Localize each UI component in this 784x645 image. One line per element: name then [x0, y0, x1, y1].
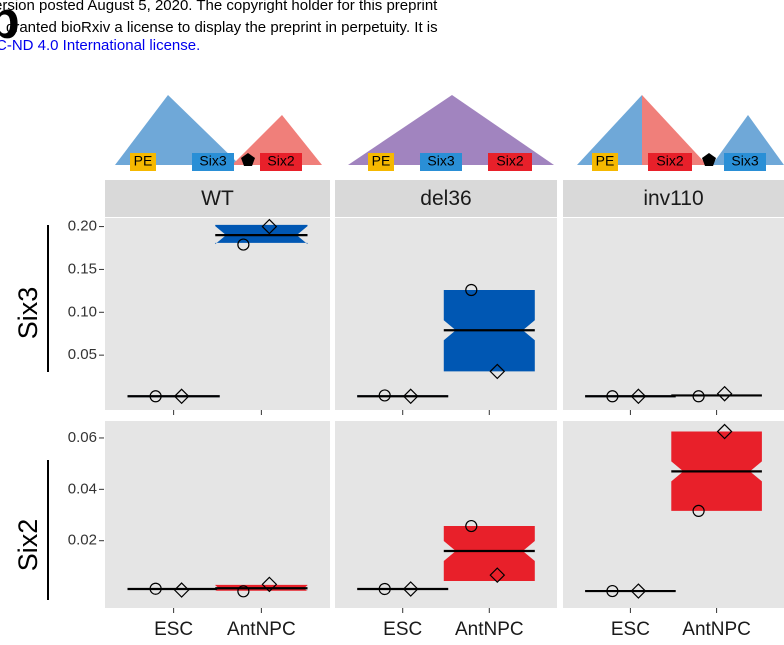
strip-label: WT: [201, 187, 234, 210]
element-label: Six3: [427, 153, 454, 169]
panel-letter: b: [0, 0, 20, 50]
element-label: Six2: [656, 153, 683, 169]
panel: [105, 421, 330, 608]
header-line: ersion posted August 5, 2020. The copyri…: [0, 0, 438, 14]
panel: [105, 218, 330, 410]
y-tick-label: 0.06: [68, 429, 97, 446]
row-label: Six2: [13, 519, 43, 572]
figure: ersion posted August 5, 2020. The copyri…: [0, 0, 784, 645]
element-label: PE: [134, 153, 153, 169]
element-label: Six2: [267, 153, 294, 169]
y-tick-label: 0.05: [68, 346, 97, 363]
y-tick-label: 0.15: [68, 260, 97, 277]
x-tick-label: ESC: [154, 619, 193, 640]
panel: [563, 218, 784, 410]
strip-label: inv110: [643, 187, 703, 210]
header-line: C-ND 4.0 International license.: [0, 37, 200, 54]
x-tick-label: AntNPC: [227, 619, 296, 640]
element-label: Six3: [199, 153, 226, 169]
y-tick-label: 0.02: [68, 532, 97, 549]
row-label: Six3: [13, 287, 43, 340]
header-line: granted bioRxiv a license to display the…: [6, 19, 438, 36]
y-tick-label: 0.20: [68, 218, 97, 235]
y-tick-label: 0.04: [68, 480, 97, 497]
y-tick-label: 0.10: [68, 303, 97, 320]
box: [444, 526, 535, 581]
element-label: Six3: [731, 153, 758, 169]
element-label: PE: [372, 153, 391, 169]
x-tick-label: AntNPC: [455, 619, 524, 640]
strip-label: del36: [420, 187, 471, 210]
element-label: PE: [596, 153, 615, 169]
x-tick-label: ESC: [611, 619, 650, 640]
page: {"header": {"lines": ["ersion posted Aug…: [0, 0, 784, 645]
x-tick-label: AntNPC: [682, 619, 751, 640]
x-tick-label: ESC: [383, 619, 422, 640]
element-label: Six2: [496, 153, 523, 169]
